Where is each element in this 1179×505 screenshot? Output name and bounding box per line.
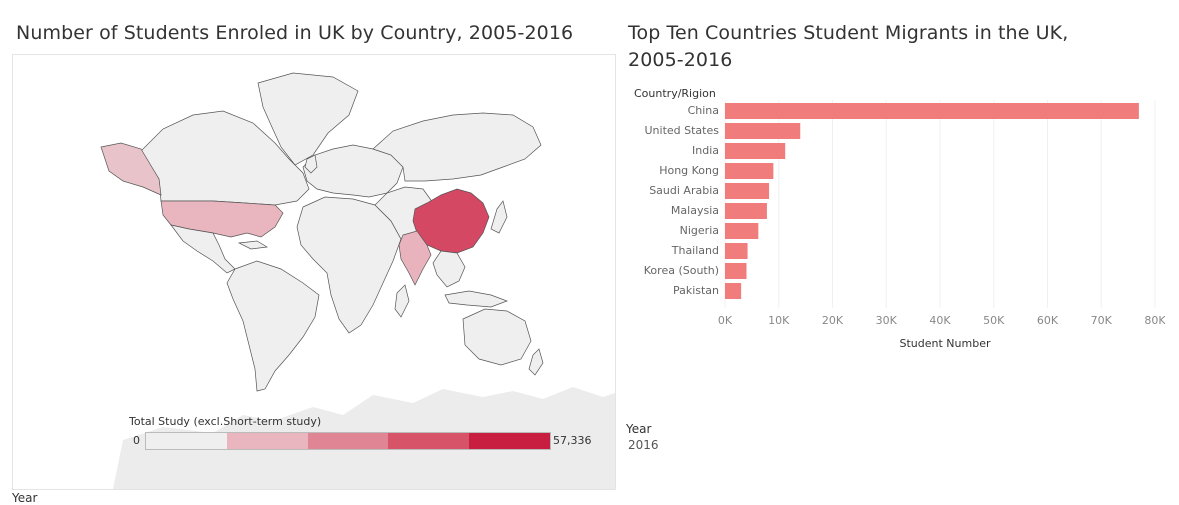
category-label-7: Thailand <box>671 244 719 257</box>
africa-region[interactable] <box>296 196 402 334</box>
legend-step-3 <box>388 433 470 449</box>
x-tick-label-7: 70K <box>1091 314 1113 327</box>
legend-step-2 <box>307 433 389 449</box>
map-title: Number of Students Enroled in UK by Coun… <box>16 22 574 44</box>
europe-region[interactable] <box>302 144 404 198</box>
south-america-region[interactable] <box>226 260 320 392</box>
category-label-5: Malaysia <box>671 204 719 217</box>
bar-0[interactable] <box>725 103 1139 119</box>
bar-3[interactable] <box>725 163 774 179</box>
x-tick-label-8: 80K <box>1144 314 1165 327</box>
bar-8[interactable] <box>725 263 747 279</box>
japan-country[interactable] <box>490 200 508 234</box>
legend-step-1 <box>226 433 308 449</box>
year-filter-label: Year <box>626 422 652 436</box>
legend-max-label: 57,336 <box>553 434 592 447</box>
x-tick-label-5: 50K <box>983 314 1005 327</box>
category-header: Country/Rigion <box>634 87 716 100</box>
x-tick-label-0: 0K <box>718 314 733 327</box>
year-filter-value[interactable]: 2016 <box>628 438 659 452</box>
russia-country[interactable] <box>372 112 542 182</box>
category-label-8: Korea (South) <box>644 264 719 277</box>
x-tick-label-3: 30K <box>876 314 898 327</box>
bar-chart: Country/Rigion China United States India Hon… <box>634 87 1165 350</box>
australia-country[interactable] <box>462 308 532 366</box>
uk-country[interactable] <box>304 154 318 174</box>
bar-2[interactable] <box>725 143 786 159</box>
map-legend: Total Study (excl.Short-term study) 0 57… <box>129 415 609 455</box>
year-bottom-label: Year <box>12 491 38 505</box>
legend-title: Total Study (excl.Short-term study) <box>129 415 322 428</box>
india-country[interactable] <box>398 230 432 286</box>
caribbean-islands[interactable] <box>237 240 269 250</box>
category-label-1: United States <box>645 124 720 137</box>
category-label-0: China <box>688 104 719 117</box>
southeast-asia-region[interactable] <box>432 250 466 288</box>
bar-5[interactable] <box>725 203 767 219</box>
world-map[interactable] <box>13 55 615 489</box>
bar-4[interactable] <box>725 183 770 199</box>
x-tick-label-6: 60K <box>1037 314 1059 327</box>
x-tick-label-2: 20K <box>822 314 844 327</box>
x-tick-label-1: 10K <box>768 314 790 327</box>
greenland-country[interactable] <box>257 72 359 166</box>
category-label-2: India <box>692 144 719 157</box>
x-axis-title: Student Number <box>900 337 991 350</box>
bar-1[interactable] <box>725 123 801 139</box>
new-zealand-country[interactable] <box>528 348 544 376</box>
bar-7[interactable] <box>725 243 748 259</box>
bar-6[interactable] <box>725 223 759 239</box>
madagascar-country[interactable] <box>394 284 410 318</box>
x-tick-label-4: 40K <box>929 314 951 327</box>
indonesia-country[interactable] <box>444 290 508 308</box>
legend-step-4 <box>469 433 550 449</box>
alaska-region[interactable] <box>100 142 162 196</box>
legend-color-ramp <box>145 432 551 450</box>
bar-chart-title: Top Ten Countries Student Migrants in th… <box>628 22 1069 71</box>
world-map-panel[interactable]: Total Study (excl.Short-term study) 0 57… <box>12 54 616 490</box>
category-label-3: Hong Kong <box>659 164 719 177</box>
category-label-4: Saudi Arabia <box>649 184 719 197</box>
legend-step-0 <box>146 433 227 449</box>
bar-9[interactable] <box>725 283 742 299</box>
category-label-6: Nigeria <box>680 224 719 237</box>
legend-min-label: 0 <box>133 434 140 447</box>
category-label-9: Pakistan <box>673 284 719 297</box>
